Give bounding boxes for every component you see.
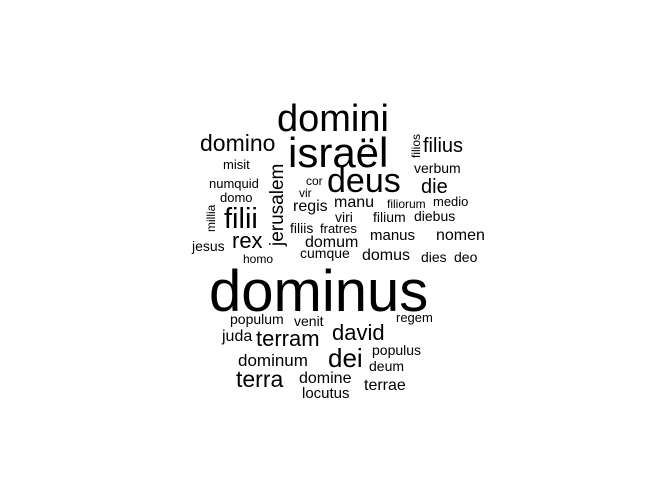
word-filii: filii [224,203,258,235]
word-deum: deum [369,358,404,374]
word-juda: juda [221,328,252,345]
word-david: david [332,320,385,345]
word-populus: populus [372,342,421,358]
word-domini: domini [277,98,389,140]
word-medio: medio [433,194,468,209]
word-regem: regem [396,310,433,325]
word-domine: domine [299,370,352,387]
word-misit: misit [223,157,250,172]
word-filiis: filiis [290,220,313,236]
word-filios: filios [409,134,423,158]
word-locutus: locutus [302,385,350,402]
word-terrae: terrae [364,377,406,394]
word-filiorum: filiorum [387,197,426,211]
word-cumque: cumque [300,245,350,261]
word-numquid: numquid [209,176,259,191]
word-dominum: dominum [238,351,308,370]
word-homo: homo [243,252,273,266]
word-viri: viri [335,209,353,225]
word-dies: dies [421,249,447,265]
word-die: die [421,176,448,198]
word-domum: domum [305,234,358,251]
word-terra: terra [236,366,284,392]
word-filius: filius [423,135,463,157]
word-deus: deus [327,162,401,200]
word-cor: cor [306,174,323,188]
word-regis: regis [293,198,328,215]
word-domino: domino [200,130,275,156]
word-verbum: verbum [414,160,461,176]
word-diebus: diebus [414,208,455,224]
word-rex: rex [232,228,263,253]
word-nomen: nomen [436,227,485,244]
word-deo: deo [454,249,478,265]
word-dominus: dominus [209,259,428,324]
word-jerusalem: jerusalem [267,164,288,247]
word-populum: populum [230,311,284,327]
word-fratres: fratres [320,221,357,236]
word-manus: manus [370,227,415,244]
word-dei: dei [328,343,363,373]
word-domo: domo [220,190,253,205]
word-manu: manu [334,194,374,211]
word-vir: vir [299,186,312,200]
word-terram: terram [256,326,320,351]
word-domus: domus [362,247,410,264]
word-israel: israël [288,129,388,176]
word-venit: venit [294,313,324,329]
word-jesus: jesus [191,238,225,254]
word-filium: filium [373,209,406,225]
word-millia: millia [204,204,218,232]
